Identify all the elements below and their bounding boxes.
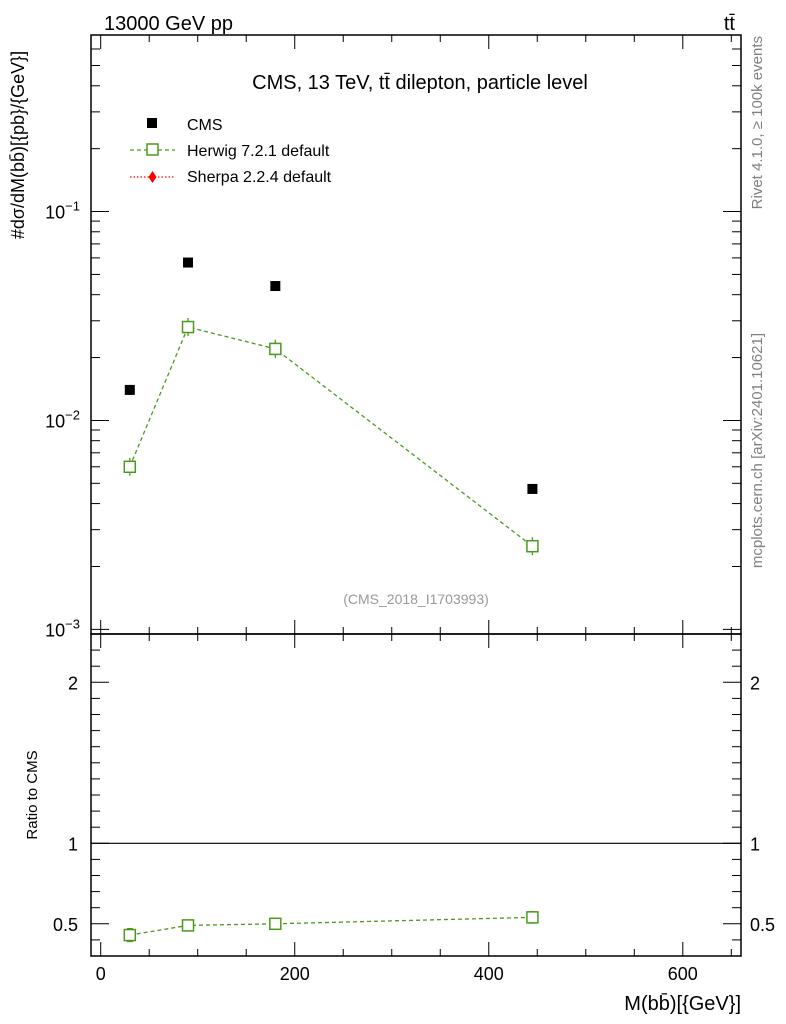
ratio-axis-ticks: 0.5 0.5 1 1 2 2 0 200 400 600 (53, 633, 775, 984)
herwig-point (269, 342, 282, 356)
x-axis-title: M(bb̄)[{GeV}] (624, 992, 741, 1015)
legend-cms-marker (147, 118, 157, 128)
x-tick-label: 0 (96, 964, 106, 984)
main-title: CMS, 13 TeV, tt̄ dilepton, particle leve… (252, 72, 588, 94)
legend-cms-label: CMS (187, 117, 223, 134)
main-axis-ticks: 10−3 10−2 10−1 (45, 35, 741, 640)
main-y-tick-label: 10−3 (45, 616, 80, 640)
cms-point (124, 384, 135, 395)
main-y-tick-label: 10−2 (45, 407, 80, 431)
x-tick-label: 200 (280, 964, 310, 984)
cms-point (183, 257, 194, 268)
legend: CMS Herwig 7.2.1 default Sherpa 2.2.4 de… (130, 117, 332, 186)
header-final-state-label: tt̄ (724, 13, 736, 35)
herwig-point (123, 460, 137, 474)
ratio-herwig-point (123, 928, 137, 942)
ratio-plot-frame (90, 633, 742, 957)
legend-sherpa-label: Sherpa 2.2.4 default (187, 169, 332, 186)
x-tick-label: 400 (474, 964, 504, 984)
main-data-marks (123, 257, 539, 556)
header-process-label: 13000 GeV pp (104, 13, 233, 35)
herwig-line (129, 326, 533, 547)
legend-herwig-marker (146, 143, 159, 156)
analysis-label: (CMS_2018_I1703993) (343, 591, 489, 607)
x-tick-label: 600 (668, 964, 698, 984)
ratio-y-axis-title: Ratio to CMS (24, 750, 41, 839)
cms-point (527, 483, 538, 494)
herwig-point (526, 539, 539, 553)
ratio-herwig-point (526, 911, 539, 924)
ratio-y-tick-label-right: 1 (750, 834, 760, 854)
ratio-y-tick-label-right: 2 (750, 673, 760, 693)
rivet-version-label: Rivet 4.1.0, ≥ 100k events (749, 36, 766, 209)
cms-point (270, 281, 281, 292)
source-label: mcplots.cern.ch [arXiv:2401.10621] (749, 333, 766, 568)
ratio-y-tick-label-right: 0.5 (750, 915, 775, 935)
legend-sherpa-marker (148, 171, 157, 183)
ratio-y-tick-label-left: 0.5 (53, 915, 78, 935)
ratio-herwig-line (129, 916, 533, 936)
herwig-point (181, 320, 195, 334)
main-y-axis-title: #dσ/dM(bb̄)[{pb}/{GeV}] (8, 51, 28, 239)
ratio-y-tick-label-left: 1 (68, 834, 78, 854)
ratio-data-marks (123, 911, 539, 943)
legend-herwig-label: Herwig 7.2.1 default (187, 143, 330, 160)
main-y-tick-label: 10−1 (45, 199, 80, 223)
ratio-herwig-point (181, 919, 195, 932)
ratio-herwig-point (269, 917, 282, 931)
ratio-y-tick-label-left: 2 (68, 673, 78, 693)
